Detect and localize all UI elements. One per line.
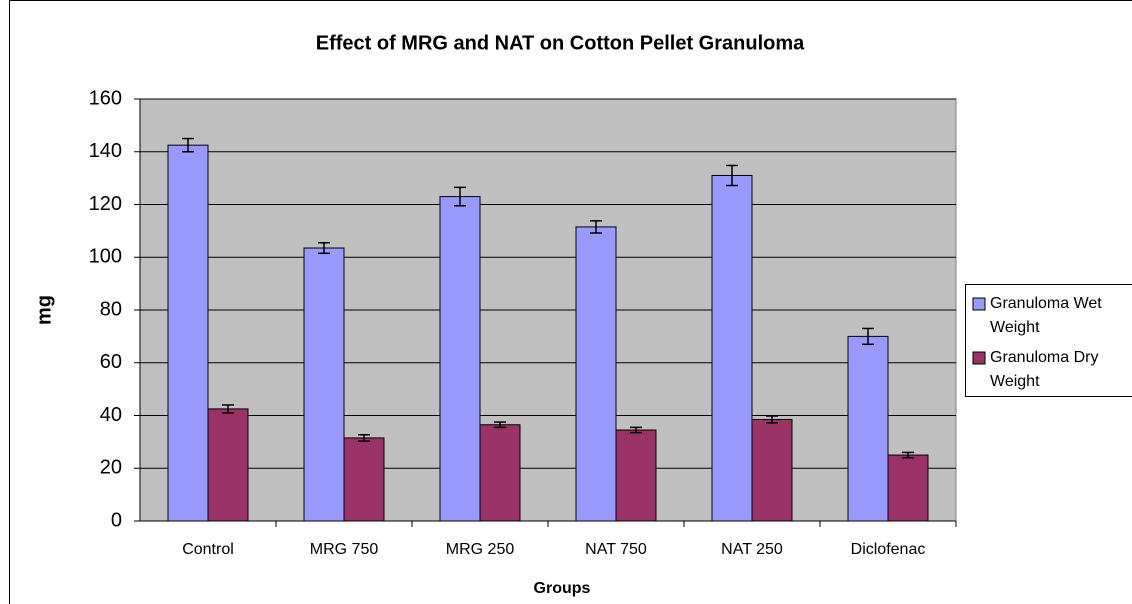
bar [847, 335, 889, 522]
y-tick-label: 0 [111, 509, 122, 531]
x-axis-label: Groups [534, 580, 591, 597]
bar [887, 454, 929, 522]
x-tick-label: NAT 250 [721, 541, 783, 558]
y-tick-label: 60 [100, 351, 122, 373]
legend-swatch [972, 351, 986, 365]
bar [575, 226, 617, 522]
x-tick-label: Control [182, 541, 234, 558]
bar [439, 196, 481, 522]
bar [751, 418, 793, 522]
x-tick-label: MRG 250 [446, 541, 515, 558]
legend-label: Granuloma Dry Weight [990, 349, 1099, 390]
bar [479, 424, 521, 522]
error-bar [358, 434, 370, 442]
x-tick-label: MRG 750 [310, 541, 379, 558]
bar [303, 247, 345, 522]
error-bar [454, 186, 466, 207]
y-tick-label: 160 [89, 87, 122, 109]
legend-item: Granuloma Wet Weight [990, 295, 1102, 336]
bar [711, 174, 753, 522]
error-bar [726, 164, 738, 187]
error-bar [766, 415, 778, 424]
error-bar [590, 220, 602, 234]
y-tick-label: 80 [100, 298, 122, 320]
chart-title: Effect of MRG and NAT on Cotton Pellet G… [316, 32, 805, 54]
bar [207, 408, 249, 522]
error-bar [222, 404, 234, 414]
error-bar [630, 426, 642, 434]
y-tick-label: 100 [89, 246, 122, 268]
bar [343, 437, 385, 522]
legend-label: Granuloma Wet Weight [990, 295, 1102, 336]
error-bar [862, 327, 874, 346]
error-bar [494, 421, 506, 429]
legend-item: Granuloma Dry Weight [990, 349, 1099, 390]
error-bar [902, 451, 914, 459]
y-tick-label: 140 [89, 140, 122, 162]
y-axis-label: mg [33, 295, 55, 325]
y-tick-label: 20 [100, 457, 122, 479]
y-tick-label: 120 [89, 193, 122, 215]
bar [615, 429, 657, 522]
error-bar [182, 137, 194, 153]
x-tick-label: NAT 750 [585, 541, 647, 558]
y-tick-label: 40 [100, 404, 122, 426]
legend [965, 284, 1132, 397]
legend-swatch [972, 297, 986, 311]
bar [167, 144, 209, 522]
x-tick-label: Diclofenac [851, 541, 926, 558]
error-bar [318, 241, 330, 255]
